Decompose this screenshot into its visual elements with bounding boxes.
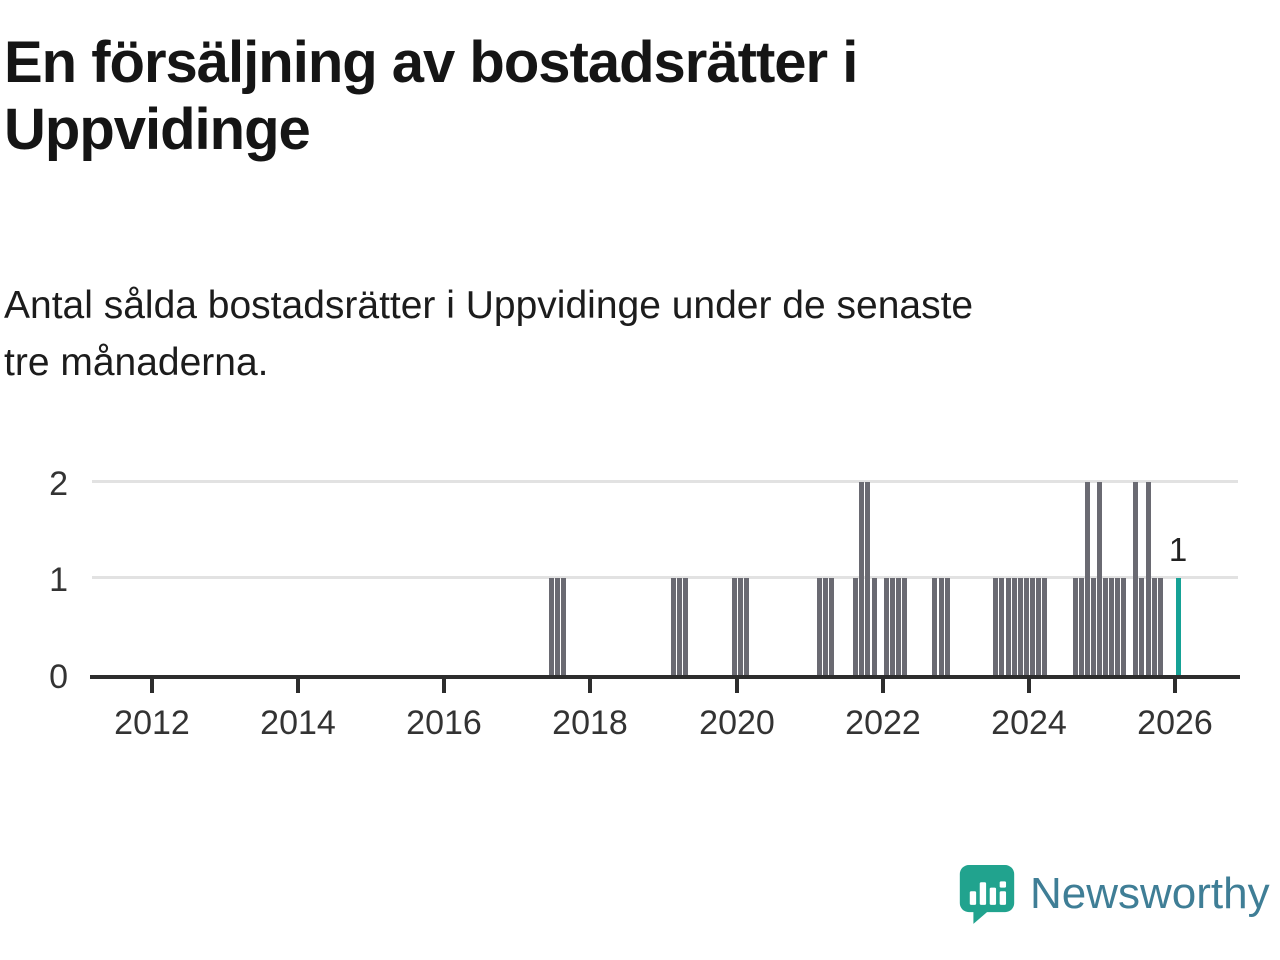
bar — [932, 578, 937, 675]
bar — [1085, 482, 1090, 675]
x-axis-tick-label: 2022 — [845, 704, 921, 742]
x-axis-tick-label: 2014 — [260, 704, 336, 742]
gridline — [92, 576, 1238, 579]
x-axis-line — [90, 675, 1240, 679]
bar — [823, 578, 828, 675]
y-axis-tick-label: 2 — [49, 465, 68, 503]
x-axis-tick — [588, 679, 592, 693]
bar — [890, 578, 895, 675]
x-axis-tick — [735, 679, 739, 693]
bar — [993, 578, 998, 675]
bar — [1139, 578, 1144, 675]
bar — [1036, 578, 1041, 675]
bar — [872, 578, 877, 675]
bar — [1158, 578, 1163, 675]
bar — [549, 578, 554, 675]
x-axis-tick — [881, 679, 885, 693]
x-axis-tick — [150, 679, 154, 693]
y-axis-tick-label: 1 — [49, 561, 68, 599]
bar — [1103, 578, 1108, 675]
bar — [865, 482, 870, 675]
bar — [1133, 482, 1138, 675]
bar — [744, 578, 749, 675]
bar — [859, 482, 864, 675]
x-axis-tick-label: 2026 — [1137, 704, 1213, 742]
bar — [896, 578, 901, 675]
bar — [1115, 578, 1120, 675]
bar-value-label: 1 — [1168, 531, 1188, 568]
bar — [1109, 578, 1114, 675]
x-axis-tick-label: 2020 — [699, 704, 775, 742]
bar — [683, 578, 688, 675]
y-axis-tick-label: 0 — [49, 658, 68, 696]
newsworthy-wordmark: Newsworthy — [1030, 869, 1270, 918]
bar — [1018, 578, 1023, 675]
bar — [1073, 578, 1078, 675]
bar — [671, 578, 676, 675]
bar — [1006, 578, 1011, 675]
bar — [1030, 578, 1035, 675]
x-axis-tick — [1027, 679, 1031, 693]
bar — [884, 578, 889, 675]
bar — [738, 578, 743, 675]
bar — [1091, 578, 1096, 675]
bar — [1042, 578, 1047, 675]
bar — [853, 578, 858, 675]
bar — [999, 578, 1004, 675]
bar — [1012, 578, 1017, 675]
bar-chart: 0 1 2 1 2012 2014 2016 2018 2020 2022 2024 2026 — [0, 440, 1280, 760]
x-axis-tick — [1173, 679, 1177, 693]
bar — [561, 578, 566, 675]
bar — [732, 578, 737, 675]
x-axis-tick-label: 2016 — [406, 704, 482, 742]
bar — [945, 578, 950, 675]
bar — [555, 578, 560, 675]
bar — [1152, 578, 1157, 675]
highlight-bar — [1176, 578, 1181, 675]
x-axis-tick — [296, 679, 300, 693]
bar — [902, 578, 907, 675]
x-axis-tick-label: 2024 — [991, 704, 1067, 742]
chart-subtitle: Antal sålda bostadsrätter i Uppvidinge u… — [4, 284, 974, 384]
bar — [817, 578, 822, 675]
bar — [1097, 482, 1102, 675]
newsworthy-logo-icon — [959, 865, 1015, 924]
bar — [829, 578, 834, 675]
bar — [677, 578, 682, 675]
bar — [1146, 482, 1151, 675]
bar — [1121, 578, 1126, 675]
x-axis-tick-label: 2018 — [552, 704, 628, 742]
x-axis-tick-label: 2012 — [114, 704, 190, 742]
bar — [1024, 578, 1029, 675]
bar — [939, 578, 944, 675]
page-title: En försäljning av bostadsrätter i Uppvid… — [4, 30, 858, 162]
gridline — [92, 480, 1238, 483]
bar — [1079, 578, 1084, 675]
newsworthy-logo: Newsworthy — [958, 862, 1278, 926]
x-axis-tick — [442, 679, 446, 693]
